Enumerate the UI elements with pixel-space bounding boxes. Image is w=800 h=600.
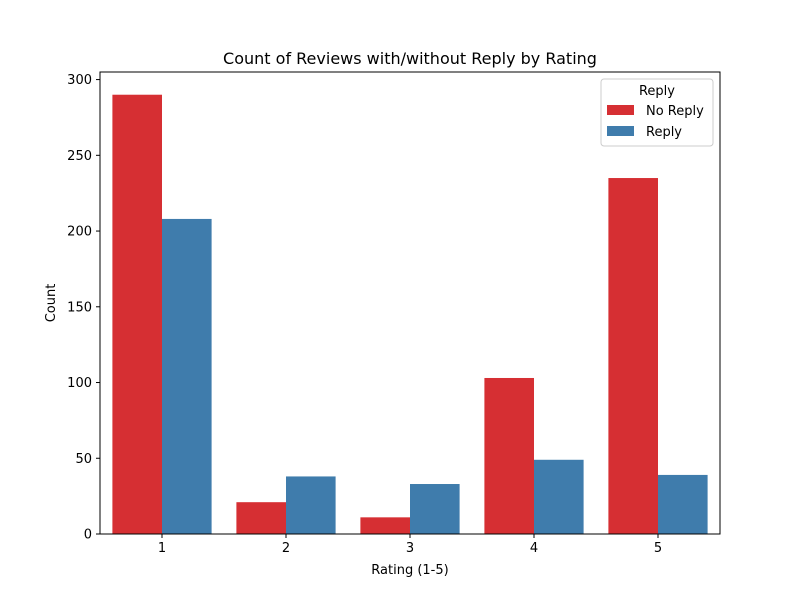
legend-swatch-no-reply xyxy=(607,105,634,115)
bars-group xyxy=(112,94,708,535)
y-axis-label: Count xyxy=(44,284,59,323)
bar-reply-rating-1 xyxy=(162,218,212,534)
bar-reply-rating-2 xyxy=(286,476,336,534)
y-tick-label: 200 xyxy=(67,225,92,240)
y-tick-label: 50 xyxy=(75,452,92,467)
bar-no-reply-rating-4 xyxy=(484,377,534,534)
y-tick-label: 0 xyxy=(84,528,92,543)
legend: Reply No Reply Reply xyxy=(600,78,714,147)
x-tick-label: 3 xyxy=(406,541,414,556)
bar-no-reply-rating-5 xyxy=(608,178,658,535)
y-tick-label: 250 xyxy=(67,149,92,164)
x-axis: 1 2 3 4 5 xyxy=(158,534,662,556)
plot-frame xyxy=(99,71,721,535)
x-tick-label: 2 xyxy=(282,541,290,556)
bar-reply-rating-5 xyxy=(658,474,708,534)
y-tick-label: 100 xyxy=(67,376,92,391)
legend-entry-label: Reply xyxy=(646,125,682,140)
bar-reply-rating-3 xyxy=(410,484,460,534)
y-axis: 0 50 100 150 200 250 300 xyxy=(67,73,100,543)
x-tick-label: 5 xyxy=(654,541,662,556)
y-tick-label: 300 xyxy=(67,73,92,88)
x-tick-label: 1 xyxy=(158,541,166,556)
bar-reply-rating-4 xyxy=(534,459,584,534)
y-tick-label: 150 xyxy=(67,300,92,315)
legend-swatch-reply xyxy=(607,126,634,136)
chart-title: Count of Reviews with/without Reply by R… xyxy=(223,49,597,68)
bar-no-reply-rating-2 xyxy=(236,502,286,534)
legend-entry-label: No Reply xyxy=(646,104,704,119)
x-tick-label: 4 xyxy=(530,541,538,556)
bar-no-reply-rating-1 xyxy=(112,94,162,534)
x-axis-label: Rating (1-5) xyxy=(371,563,448,578)
legend-title: Reply xyxy=(639,84,675,99)
bar-no-reply-rating-3 xyxy=(360,517,410,534)
